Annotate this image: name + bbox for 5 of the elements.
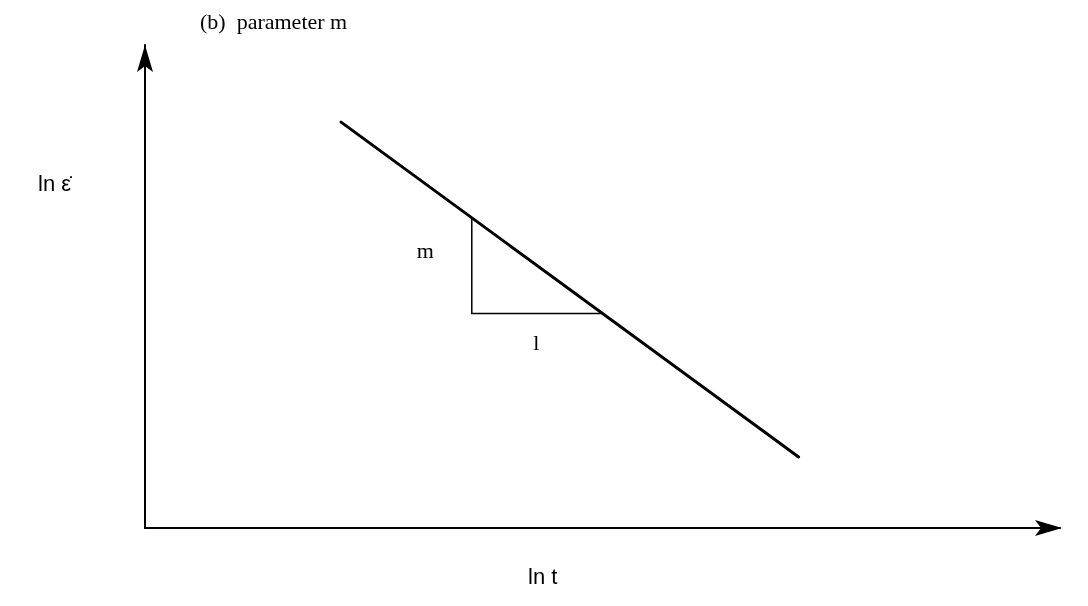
annotation: l [533,329,540,355]
x-axis-title: ln t [528,563,558,589]
y-axis-title: ln ε̇ [38,170,73,196]
chart-title: (b) parameter m [200,8,348,34]
annotation: m [416,238,434,264]
